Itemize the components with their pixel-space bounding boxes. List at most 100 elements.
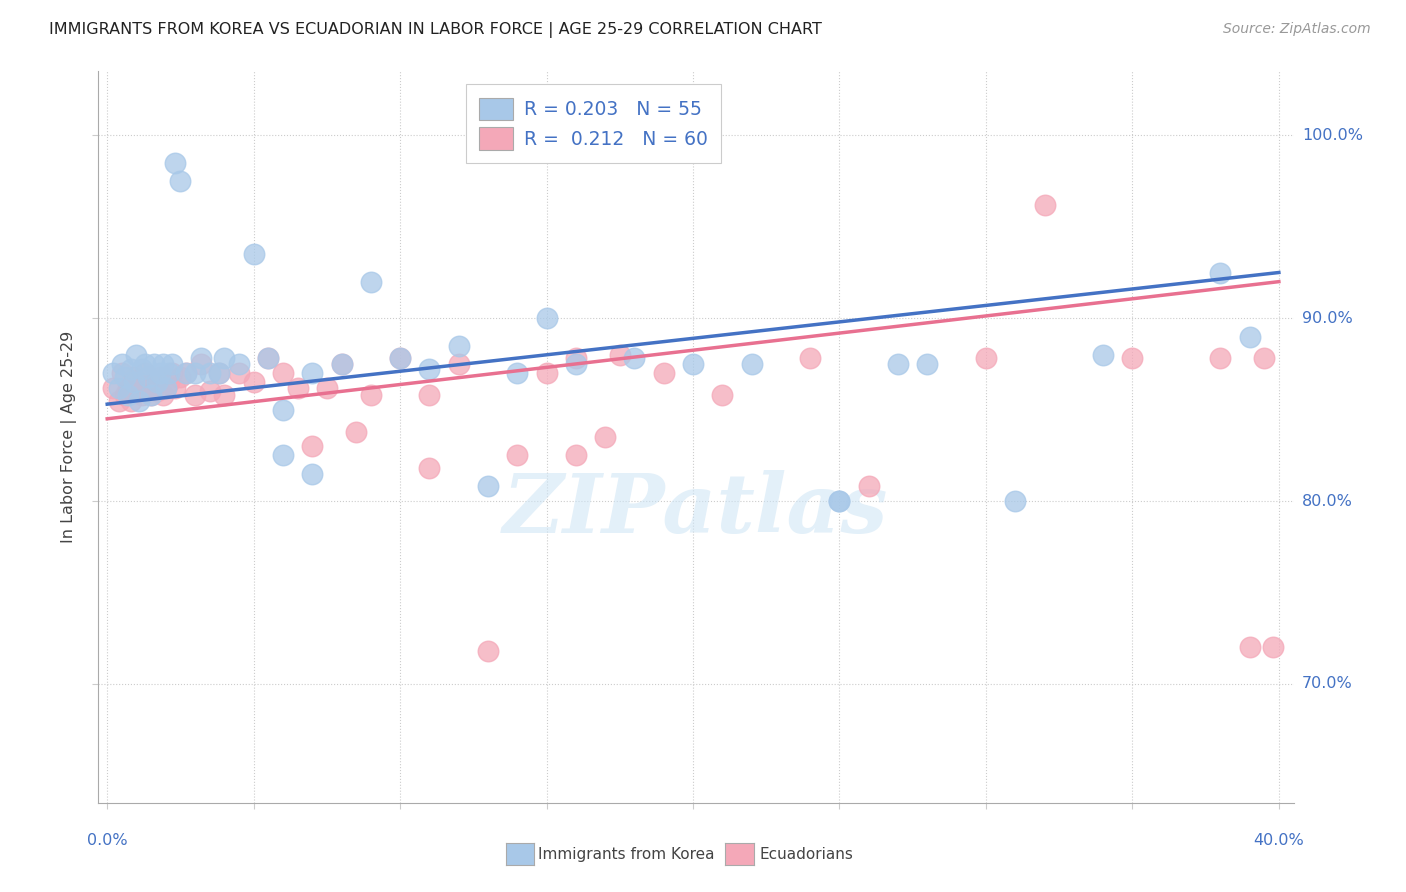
Point <box>207 366 229 380</box>
Point <box>447 338 470 352</box>
Point <box>593 430 616 444</box>
Point <box>389 351 412 366</box>
Point <box>134 366 156 380</box>
Text: Source: ZipAtlas.com: Source: ZipAtlas.com <box>1223 22 1371 37</box>
Point <box>974 351 997 366</box>
Point <box>1239 640 1261 655</box>
Point <box>1209 351 1232 366</box>
Point <box>111 357 134 371</box>
Point <box>120 393 142 408</box>
Point <box>287 381 309 395</box>
Point <box>117 388 139 402</box>
Point <box>160 366 183 380</box>
Point <box>477 644 499 658</box>
Text: Immigrants from Korea: Immigrants from Korea <box>538 847 716 862</box>
Point <box>741 357 763 371</box>
Point <box>146 384 169 399</box>
Point <box>565 351 588 366</box>
Point <box>149 369 172 384</box>
Point <box>174 366 197 380</box>
Point <box>120 362 142 376</box>
Point <box>1121 351 1143 366</box>
Point <box>565 448 588 462</box>
Point <box>190 357 212 371</box>
Point <box>228 357 250 371</box>
Point <box>184 366 207 380</box>
Point <box>131 362 153 376</box>
Text: 90.0%: 90.0% <box>1302 310 1353 326</box>
Point <box>257 351 280 366</box>
Y-axis label: In Labor Force | Age 25-29: In Labor Force | Age 25-29 <box>60 331 77 543</box>
Point <box>917 357 939 371</box>
Point <box>330 357 353 371</box>
Point <box>143 375 166 389</box>
Point <box>799 351 821 366</box>
Point <box>184 388 207 402</box>
Point <box>163 155 186 169</box>
Point <box>111 366 134 380</box>
Point <box>301 439 323 453</box>
Legend: R = 0.203   N = 55, R =  0.212   N = 60: R = 0.203 N = 55, R = 0.212 N = 60 <box>467 85 721 163</box>
Point <box>157 366 180 380</box>
Point <box>506 366 529 380</box>
Point <box>536 366 558 380</box>
Point <box>122 369 145 384</box>
Point <box>418 388 440 402</box>
Point <box>136 369 159 384</box>
Point <box>242 247 264 261</box>
Point <box>117 381 139 395</box>
Point <box>271 448 294 462</box>
Point <box>711 388 734 402</box>
Point <box>1092 348 1115 362</box>
Point <box>160 357 183 371</box>
Point <box>565 357 588 371</box>
Point <box>536 311 558 326</box>
Point <box>301 467 323 481</box>
Point <box>477 479 499 493</box>
Text: IMMIGRANTS FROM KOREA VS ECUADORIAN IN LABOR FORCE | AGE 25-29 CORRELATION CHART: IMMIGRANTS FROM KOREA VS ECUADORIAN IN L… <box>49 22 823 38</box>
Point <box>214 351 236 366</box>
Text: 80.0%: 80.0% <box>1302 493 1353 508</box>
Point <box>887 357 910 371</box>
Point <box>228 366 250 380</box>
Point <box>301 366 323 380</box>
Text: Ecuadorians: Ecuadorians <box>759 847 853 862</box>
Point <box>828 494 851 508</box>
Point <box>418 362 440 376</box>
Point <box>190 351 212 366</box>
Text: ZIPatlas: ZIPatlas <box>503 470 889 550</box>
Point <box>163 381 186 395</box>
Point <box>141 388 163 402</box>
Point <box>344 425 367 439</box>
Point <box>143 357 166 371</box>
Point <box>828 494 851 508</box>
Text: 40.0%: 40.0% <box>1254 833 1305 848</box>
Point <box>447 357 470 371</box>
Point <box>136 381 159 395</box>
Point <box>114 369 136 384</box>
Point <box>257 351 280 366</box>
Point <box>360 388 382 402</box>
Point <box>149 366 172 380</box>
Point <box>152 357 174 371</box>
Point <box>207 366 229 380</box>
Point <box>315 381 337 395</box>
Point <box>682 357 704 371</box>
Point <box>141 388 163 402</box>
Point <box>108 393 131 408</box>
Text: 100.0%: 100.0% <box>1302 128 1362 143</box>
Point <box>134 357 156 371</box>
Point <box>271 402 294 417</box>
Point <box>623 351 645 366</box>
Point <box>146 375 169 389</box>
Point <box>214 388 236 402</box>
Point <box>101 366 124 380</box>
Point <box>122 375 145 389</box>
Point <box>389 351 412 366</box>
Text: 70.0%: 70.0% <box>1302 676 1353 691</box>
Point <box>1253 351 1275 366</box>
Point <box>858 479 880 493</box>
Point <box>101 381 124 395</box>
Point <box>114 388 136 402</box>
Point <box>155 381 177 395</box>
